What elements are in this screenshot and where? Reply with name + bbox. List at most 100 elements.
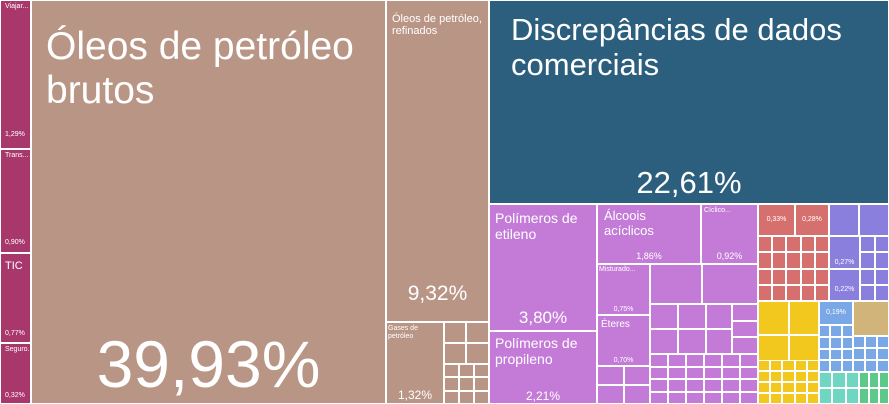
treemap-tile[interactable]: Trans... 0,90%	[0, 149, 31, 253]
chemicals-small-tile[interactable]	[668, 366, 686, 379]
plastics-small-tile[interactable]	[814, 268, 829, 285]
metals-small-tile[interactable]	[782, 371, 795, 382]
plastics-small-tile[interactable]	[814, 284, 829, 301]
chemicals-small-tile[interactable]	[650, 379, 668, 392]
chemicals-small-tile[interactable]	[623, 385, 650, 404]
plastics-small-tile[interactable]	[758, 268, 773, 285]
chemicals-small-tile[interactable]	[678, 329, 706, 354]
chemicals-small-tile[interactable]	[650, 329, 678, 354]
minerals-small-tile[interactable]	[444, 343, 466, 364]
metals-small-tile[interactable]	[794, 371, 807, 382]
treemap-tile[interactable]: TIC 0,77%	[0, 253, 31, 343]
metals-small-tile[interactable]	[794, 382, 807, 393]
plastics-small-tile[interactable]	[772, 284, 787, 301]
treemap-tile[interactable]: 0,22%	[829, 269, 860, 301]
misc-small-tile[interactable]	[879, 372, 889, 388]
electronics-small-tile[interactable]	[830, 336, 842, 349]
metals-small-tile[interactable]	[770, 360, 783, 371]
metals-small-tile[interactable]	[806, 382, 819, 393]
misc-small-tile[interactable]	[869, 372, 879, 388]
electronics-small-tile[interactable]	[853, 348, 865, 360]
misc-small-tile[interactable]	[869, 388, 879, 404]
chemicals-small-tile[interactable]	[722, 379, 740, 392]
treemap-tile[interactable]: 0,27%	[829, 236, 860, 269]
plastics-small-tile[interactable]	[800, 236, 815, 253]
machines-small-tile[interactable]	[829, 204, 859, 236]
chemicals-small-tile[interactable]	[740, 366, 758, 379]
minerals-small-tile[interactable]	[444, 377, 459, 391]
electronics-small-tile[interactable]	[830, 360, 842, 372]
chemicals-small-tile[interactable]	[704, 379, 722, 392]
minerals-small-tile[interactable]	[466, 322, 489, 343]
treemap-tile[interactable]: Discrepâncias de dados comerciais 22,61%	[489, 0, 889, 204]
machines-small-tile[interactable]	[860, 284, 875, 301]
textiles-small-tile[interactable]	[819, 372, 833, 388]
chemicals-small-tile[interactable]	[686, 366, 704, 379]
plastics-small-tile[interactable]	[786, 284, 801, 301]
chemicals-small-tile[interactable]	[650, 391, 668, 404]
electronics-small-tile[interactable]	[819, 336, 831, 349]
misc-small-tile[interactable]	[859, 372, 869, 388]
misc-small-tile[interactable]	[859, 388, 869, 404]
textiles-small-tile[interactable]	[832, 372, 846, 388]
electronics-small-tile[interactable]	[877, 360, 889, 372]
electronics-small-tile[interactable]	[841, 325, 853, 337]
electronics-small-tile[interactable]	[853, 336, 865, 348]
chemicals-small-tile[interactable]	[623, 366, 650, 385]
chemicals-small-tile[interactable]	[704, 366, 722, 379]
minerals-small-tile[interactable]	[444, 390, 459, 404]
chemicals-small-tile[interactable]	[650, 264, 702, 304]
chemicals-small-tile[interactable]	[668, 354, 686, 367]
textiles-small-tile[interactable]	[845, 372, 859, 388]
metals-small-tile[interactable]	[794, 393, 807, 404]
electronics-small-tile[interactable]	[830, 348, 842, 361]
chemicals-small-tile[interactable]	[597, 385, 624, 404]
chemicals-small-tile[interactable]	[722, 354, 740, 367]
machines-small-tile[interactable]	[874, 284, 889, 301]
chemicals-small-tile[interactable]	[722, 391, 740, 404]
chemicals-small-tile[interactable]	[732, 337, 758, 354]
treemap-tile[interactable]: Polímeros de propileno 2,21%	[489, 331, 597, 404]
metals-small-tile[interactable]	[782, 382, 795, 393]
treemap-tile[interactable]: Gases de petróleo 1,32%	[386, 322, 444, 404]
plastics-small-tile[interactable]	[786, 252, 801, 269]
chemicals-small-tile[interactable]	[597, 366, 624, 385]
chemicals-small-tile[interactable]	[650, 354, 668, 367]
treemap-tile[interactable]: Viajar... 1,29%	[0, 0, 31, 149]
machines-small-tile[interactable]	[860, 236, 875, 253]
treemap-tile[interactable]: Seguro... 0,32%	[0, 343, 31, 404]
electronics-small-tile[interactable]	[830, 325, 842, 337]
plastics-small-tile[interactable]	[800, 268, 815, 285]
machines-small-tile[interactable]	[860, 252, 875, 269]
textiles-small-tile[interactable]	[819, 388, 833, 404]
plastics-small-tile[interactable]	[786, 236, 801, 253]
metals-small-tile[interactable]	[806, 371, 819, 382]
minerals-small-tile[interactable]	[474, 377, 489, 391]
minerals-small-tile[interactable]	[474, 390, 489, 404]
stone-small-tile[interactable]	[853, 301, 889, 336]
metals-small-tile[interactable]	[758, 371, 771, 382]
metals-small-tile[interactable]	[758, 393, 771, 404]
metals-small-tile[interactable]	[806, 360, 819, 371]
metals-small-tile[interactable]	[758, 382, 771, 393]
plastics-small-tile[interactable]	[772, 268, 787, 285]
plastics-small-tile[interactable]	[758, 236, 773, 253]
electronics-small-tile[interactable]	[877, 348, 889, 360]
chemicals-small-tile[interactable]	[678, 304, 706, 329]
chemicals-small-tile[interactable]	[740, 379, 758, 392]
chemicals-small-tile[interactable]	[706, 304, 732, 329]
minerals-small-tile[interactable]	[444, 364, 459, 378]
electronics-small-tile[interactable]	[819, 325, 831, 337]
electronics-small-tile[interactable]	[841, 348, 853, 361]
metals-small-tile[interactable]	[770, 371, 783, 382]
metals-small-tile[interactable]	[806, 393, 819, 404]
plastics-small-tile[interactable]	[758, 284, 773, 301]
chemicals-small-tile[interactable]	[704, 354, 722, 367]
chemicals-small-tile[interactable]	[650, 304, 678, 329]
electronics-small-tile[interactable]	[853, 360, 865, 372]
plastics-small-tile[interactable]	[772, 252, 787, 269]
textiles-small-tile[interactable]	[845, 388, 859, 404]
plastics-small-tile[interactable]	[772, 236, 787, 253]
metals-small-tile[interactable]	[758, 301, 789, 336]
misc-small-tile[interactable]	[879, 388, 889, 404]
